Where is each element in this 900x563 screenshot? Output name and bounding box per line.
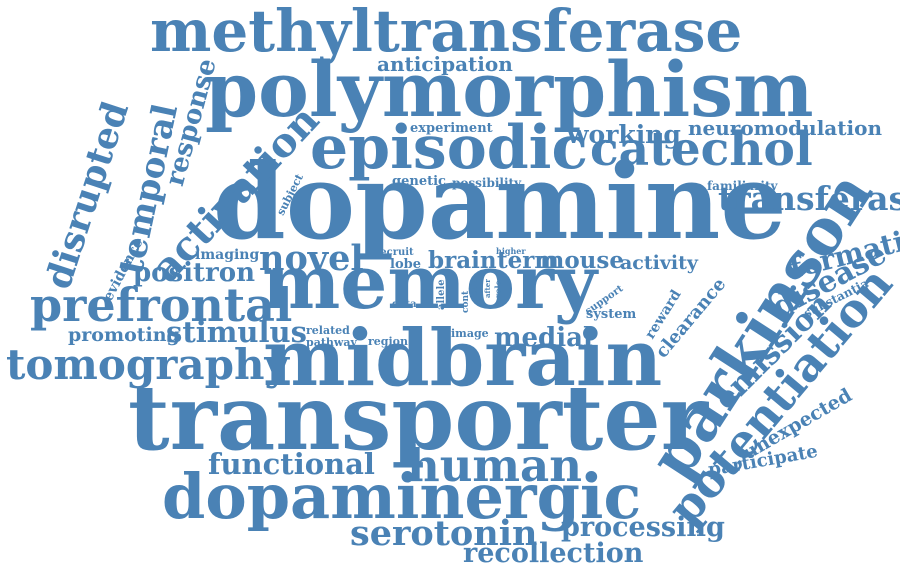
word-possibility: possibility	[452, 176, 522, 190]
word-data: data	[392, 299, 417, 310]
word-midbrain: midbrain	[263, 313, 663, 404]
word-positron: positron	[133, 258, 255, 288]
word-medial: medial	[494, 323, 593, 353]
word-prefrontal: prefrontal	[30, 278, 293, 332]
word-neuromodulation: neuromodulation	[688, 116, 882, 140]
word-tomography: tomography	[6, 340, 289, 389]
word-brain: brain	[428, 247, 497, 274]
word-cue: cue	[470, 278, 480, 296]
word-imaging: imaging	[195, 247, 260, 263]
word-stimulus: stimulus	[166, 315, 307, 349]
word-genetic: genetic	[392, 174, 446, 189]
word-related: related	[306, 324, 350, 337]
word-term: term	[497, 247, 559, 274]
word-transporter: transporter	[128, 365, 709, 471]
word-transferase: catechol	[590, 122, 813, 177]
word-allele: allele	[436, 279, 447, 310]
word-parkinson: transferase	[718, 179, 900, 218]
word-processing: processing	[561, 512, 725, 543]
word-functional: functional	[208, 447, 375, 481]
word-methyltransferase: methyltransferase	[150, 0, 743, 65]
word-human: human	[407, 439, 582, 492]
word-after: after	[483, 279, 492, 298]
word-dopamine: dopamine	[213, 140, 787, 263]
word-system: system	[586, 307, 637, 322]
word-memory: memory	[262, 240, 598, 326]
word-recruit: recruit	[375, 247, 414, 258]
word-promoting: promoting	[68, 324, 180, 346]
word-activity: activity	[620, 252, 698, 274]
word-anticipation: anticipation	[377, 52, 513, 76]
word-serotonin: serotonin	[350, 513, 538, 554]
word-dopaminergic: dopaminergic	[162, 460, 642, 533]
word-experiment: experiment	[410, 121, 493, 136]
word-mouse: mouse	[540, 247, 624, 274]
word-role: role	[493, 280, 503, 298]
word-image: image	[451, 327, 489, 340]
word-lobe: lobe	[390, 257, 421, 272]
word-familiarity: familiarity	[707, 179, 778, 193]
word-region: region	[368, 335, 408, 348]
word-novel: novel	[259, 238, 364, 279]
word-recollection: recollection	[463, 538, 644, 563]
word-working: working	[567, 120, 681, 149]
word-episodic: episodic	[310, 113, 588, 183]
word-polymorphism: polymorphism	[205, 45, 814, 134]
word-pathway: pathway	[306, 336, 357, 349]
word-higher: higher	[496, 246, 526, 256]
